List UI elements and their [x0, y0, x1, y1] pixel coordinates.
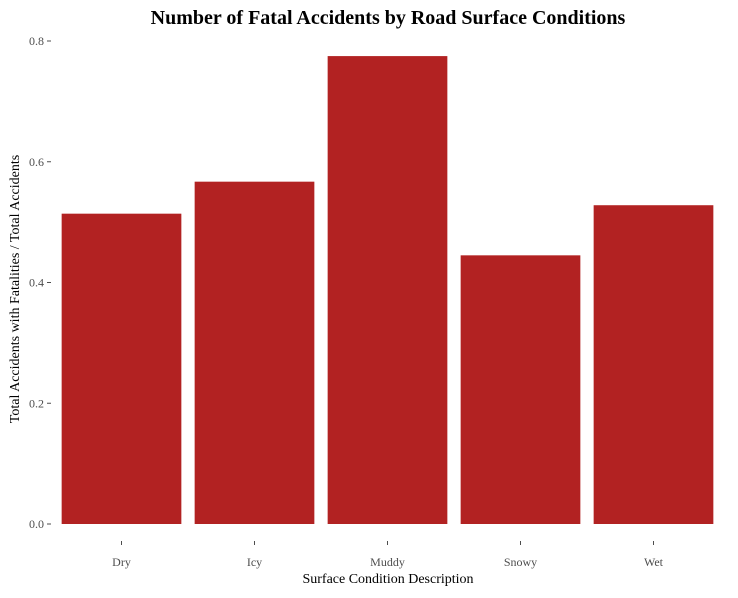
x-tick-label-muddy: Muddy [370, 555, 405, 569]
bars-group [61, 56, 714, 525]
y-axis: 0.0 0.2 0.4 0.6 0.8 [29, 34, 51, 531]
chart-title: Number of Fatal Accidents by Road Surfac… [151, 7, 626, 29]
x-axis: Dry Icy Muddy Snowy Wet [112, 541, 664, 569]
y-tick-label: 0.6 [29, 155, 44, 169]
y-tick-label: 0.2 [29, 396, 44, 410]
y-tick-label: 0.0 [29, 517, 44, 531]
x-tick-label-dry: Dry [112, 555, 131, 569]
x-tick-label-icy: Icy [247, 555, 262, 569]
x-axis-title: Surface Condition Description [302, 572, 473, 587]
bar-wet [593, 205, 714, 524]
bar-icy [194, 181, 315, 524]
y-axis-title: Total Accidents with Fatalities / Total … [8, 155, 23, 423]
x-tick-label-wet: Wet [644, 555, 664, 569]
bar-muddy [327, 56, 448, 524]
bar-snowy [460, 255, 581, 525]
y-tick-label: 0.8 [29, 34, 44, 48]
x-tick-label-snowy: Snowy [504, 555, 537, 569]
y-tick-label: 0.4 [29, 276, 44, 290]
bar-dry [61, 213, 182, 525]
